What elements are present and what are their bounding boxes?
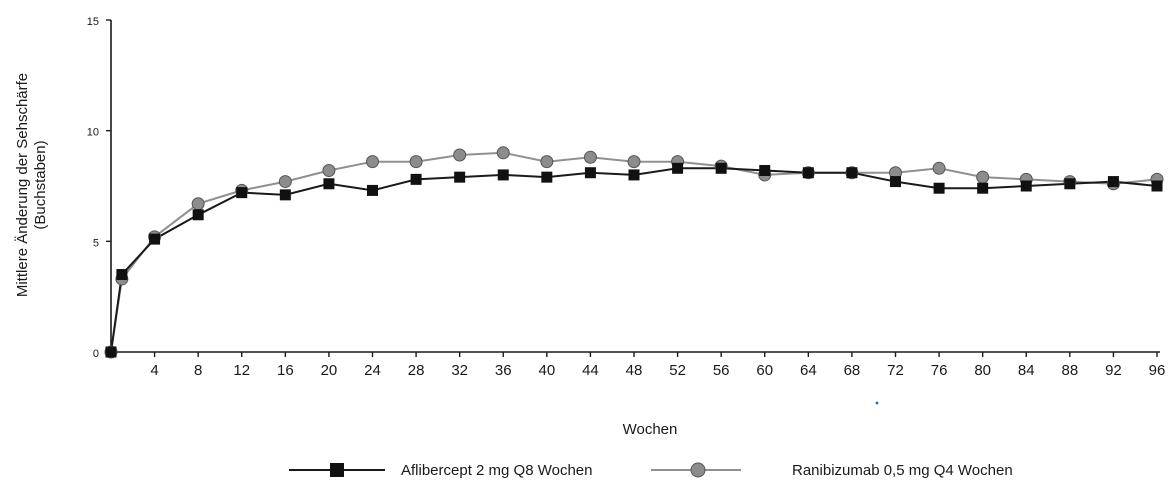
x-tick-label: 64	[800, 362, 817, 379]
x-ticks: 4 8 12 16 20 24 28 32 36 40 44 48 52 56 60 64 68 72 76 80 84…	[150, 352, 1165, 379]
aflibercept-point	[541, 171, 553, 183]
x-tick-label: 24	[364, 362, 381, 379]
x-tick-label: 36	[495, 362, 512, 379]
stray-dot	[875, 401, 879, 405]
ranibizumab-point	[583, 150, 597, 164]
aflibercept-point	[410, 173, 422, 185]
aflibercept-point	[497, 169, 509, 181]
aflibercept-point	[846, 167, 858, 179]
aflibercept-point	[1020, 180, 1032, 192]
y-axis-title-line-1: Mittlere Änderung der Sehschärfe	[14, 73, 31, 297]
ranibizumab-point	[409, 155, 423, 169]
x-tick-label: 12	[233, 362, 250, 379]
legend-ranibizumab-label: Ranibizumab 0,5 mg Q4 Wochen	[792, 462, 1013, 479]
x-tick-label: 88	[1061, 362, 1078, 379]
aflibercept-point	[1107, 176, 1119, 188]
ranibizumab-point	[540, 155, 554, 169]
x-tick-label: 52	[669, 362, 686, 379]
x-tick-label: 76	[931, 362, 948, 379]
aflibercept-point	[672, 162, 684, 174]
aflibercept-point	[116, 269, 128, 281]
x-tick-label: 68	[844, 362, 861, 379]
x-tick-label: 8	[194, 362, 202, 379]
y-ticks: 0 5 10 15	[87, 16, 111, 360]
legend-item-aflibercept: Aflibercept 2 mg Q8 Wochen	[289, 462, 592, 479]
ranibizumab-point	[278, 175, 292, 189]
legend-ranibizumab-circle-marker	[690, 462, 706, 478]
x-tick-label: 96	[1149, 362, 1166, 379]
y-tick-label: 10	[87, 127, 99, 139]
x-tick-label: 4	[150, 362, 158, 379]
aflibercept-point	[933, 182, 945, 194]
x-tick-label: 60	[756, 362, 773, 379]
aflibercept-point	[454, 171, 466, 183]
ranibizumab-point	[322, 164, 336, 178]
legend-aflibercept-label: Aflibercept 2 mg Q8 Wochen	[401, 462, 592, 479]
x-tick-label: 80	[974, 362, 991, 379]
aflibercept-point	[628, 169, 640, 181]
aflibercept-point	[1151, 180, 1163, 192]
aflibercept-point	[236, 187, 248, 199]
y-tick-label: 15	[87, 16, 99, 28]
ranibizumab-point	[496, 146, 510, 160]
x-axis-title: Wochen	[623, 421, 678, 438]
aflibercept-point	[192, 209, 204, 221]
ranibizumab-point	[976, 170, 990, 184]
y-tick-label: 0	[93, 348, 99, 360]
x-tick-label: 16	[277, 362, 294, 379]
aflibercept-point	[890, 176, 901, 188]
ranibizumab-point	[366, 155, 379, 169]
series-line-ranibizumab	[110, 151, 1158, 353]
aflibercept-point	[367, 184, 378, 196]
ranibizumab-point	[191, 197, 205, 211]
x-tick-label: 28	[408, 362, 425, 379]
x-tick-label: 72	[887, 362, 904, 379]
y-axis-title-line-2: (Buchstaben)	[32, 140, 49, 229]
aflibercept-point	[802, 167, 814, 179]
x-tick-label: 56	[713, 362, 730, 379]
aflibercept-point	[1064, 178, 1076, 190]
x-tick-label: 44	[582, 362, 599, 379]
legend-item-ranibizumab: Ranibizumab 0,5 mg Q4 Wochen	[651, 462, 1013, 479]
aflibercept-point	[149, 233, 161, 245]
legend-aflibercept-square-marker	[330, 463, 344, 477]
y-tick-label: 5	[93, 237, 99, 249]
x-tick-label: 20	[321, 362, 338, 379]
x-tick-label: 40	[538, 362, 555, 379]
x-tick-label: 92	[1105, 362, 1122, 379]
aflibercept-point	[105, 346, 117, 358]
ranibizumab-point	[932, 161, 946, 175]
aflibercept-point	[715, 162, 727, 174]
series-line-aflibercept	[110, 167, 1158, 353]
aflibercept-point	[584, 167, 596, 179]
aflibercept-point	[279, 189, 291, 201]
aflibercept-point	[977, 182, 989, 194]
x-tick-label: 48	[626, 362, 643, 379]
aflibercept-point	[323, 178, 335, 190]
series	[104, 146, 1164, 359]
x-tick-label: 84	[1018, 362, 1035, 379]
ranibizumab-point	[627, 155, 641, 169]
aflibercept-point	[759, 165, 771, 177]
ranibizumab-point	[453, 148, 467, 162]
legend: Aflibercept 2 mg Q8 Wochen Ranibizumab 0…	[289, 462, 1013, 479]
x-tick-label: 32	[451, 362, 468, 379]
